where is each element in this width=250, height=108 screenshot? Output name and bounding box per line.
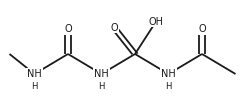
Text: O: O xyxy=(110,23,118,33)
Text: H: H xyxy=(31,82,38,91)
Text: O: O xyxy=(64,24,72,34)
Text: O: O xyxy=(198,24,206,34)
Text: OH: OH xyxy=(148,17,164,27)
Text: NH: NH xyxy=(161,69,176,79)
Text: H: H xyxy=(165,82,172,91)
Text: NH: NH xyxy=(94,69,109,79)
Text: NH: NH xyxy=(27,69,42,79)
Text: H: H xyxy=(98,82,105,91)
